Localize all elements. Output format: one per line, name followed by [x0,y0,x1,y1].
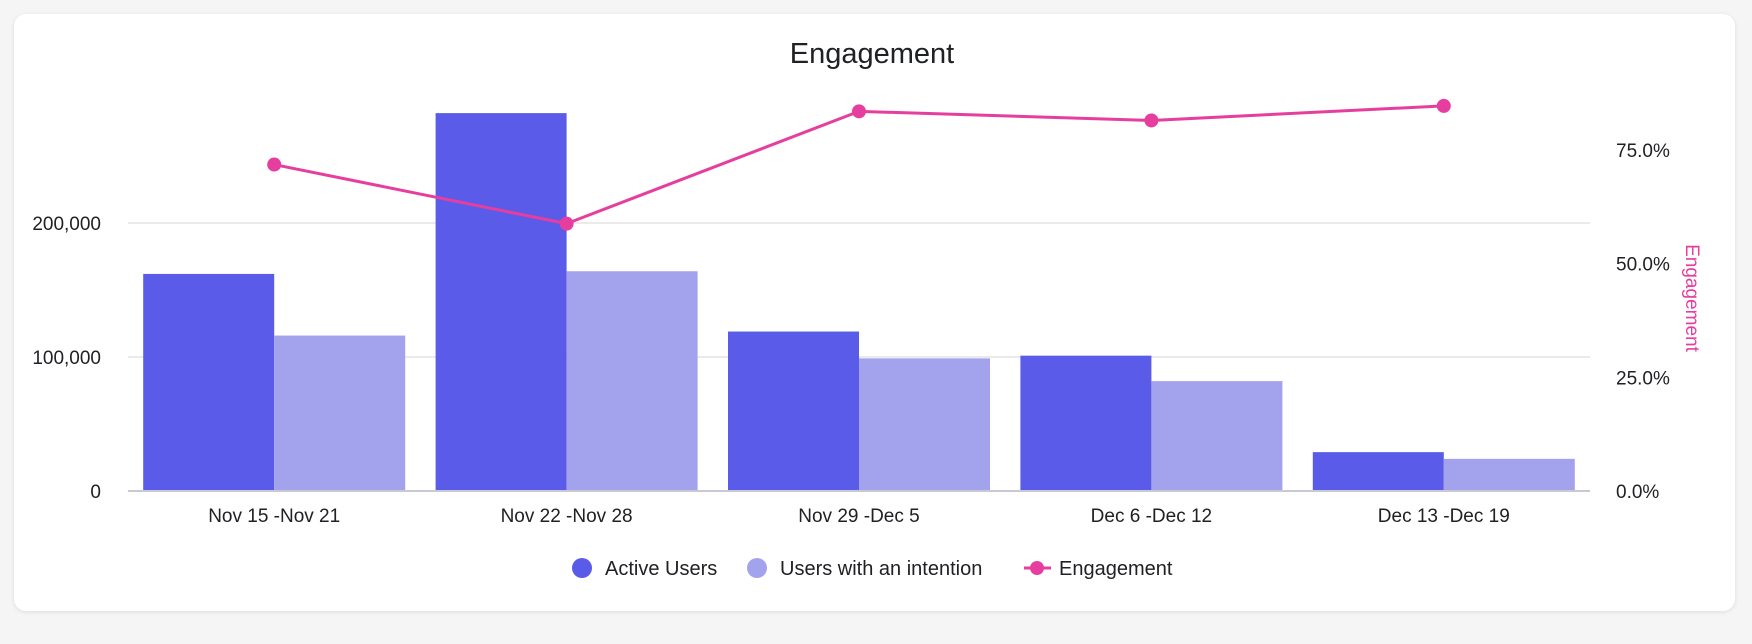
y-right-tick-label: 0.0% [1616,482,1659,503]
engagement-point [1144,113,1159,128]
legend-swatch [747,558,767,578]
legend-swatch [572,558,592,578]
y-left-tick-label: 100,000 [32,348,101,369]
chart-title: Engagement [790,38,954,70]
y-right-tick-label: 75.0% [1616,141,1670,162]
x-tick-label: Dec 6 -Dec 12 [1091,506,1212,527]
legend-label: Active Users [605,558,717,580]
engagement-chart: Engagement 0 100,000 200,000 0.0% 25.0% 50.0% 7… [32,38,1702,580]
chart-card: Engagement 0 100,000 200,000 0.0% 25.0% 50.0% 7… [14,14,1735,611]
legend-label: Users with an intention [780,558,982,580]
bar-users-with-intention [859,358,990,491]
engagement-point [267,157,282,172]
y-left-tick-label: 200,000 [32,214,101,235]
engagement-point [559,216,574,231]
x-tick-label: Nov 15 -Nov 21 [208,506,340,527]
bar-active-users [1312,452,1444,491]
bar-users-with-intention [566,271,698,491]
y-left-tick-label: 0 [90,482,101,503]
engagement-point [1436,98,1451,113]
y-right-tick-label: 25.0% [1616,368,1670,389]
x-tick-label: Nov 22 -Nov 28 [501,506,633,527]
engagement-point [852,104,866,119]
bar-users-with-intention [274,335,406,491]
y-right-tick-label: 50.0% [1616,255,1670,276]
bar-users-with-intention [1151,381,1283,491]
bar-active-users [1020,355,1152,491]
x-tick-label: Nov 29 -Dec 5 [798,506,919,527]
legend-swatch-dot [1030,561,1044,575]
y-right-axis-title: Engagement [1681,244,1702,352]
legend-label: Engagement [1059,558,1173,580]
x-tick-label: Dec 13 -Dec 19 [1378,506,1510,527]
bar-active-users [435,113,567,492]
bar-active-users [728,331,859,491]
bar-users-with-intention [1443,458,1575,491]
bar-active-users [143,273,275,491]
